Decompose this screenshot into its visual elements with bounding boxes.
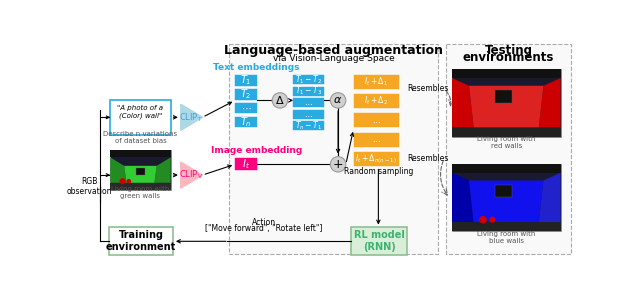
Text: RGB
observation: RGB observation [67, 177, 112, 196]
Circle shape [489, 217, 495, 223]
FancyBboxPatch shape [353, 152, 399, 166]
Polygon shape [469, 86, 543, 127]
Polygon shape [452, 164, 561, 173]
Polygon shape [539, 78, 561, 127]
FancyBboxPatch shape [110, 150, 171, 191]
Text: via Vision-Language Space: via Vision-Language Space [273, 54, 394, 63]
Text: RL model
(RNN): RL model (RNN) [354, 230, 404, 252]
FancyBboxPatch shape [293, 121, 324, 130]
FancyBboxPatch shape [235, 75, 257, 86]
Polygon shape [110, 183, 171, 191]
Text: $\cdots$: $\cdots$ [304, 110, 313, 119]
Text: $\mathrm{CLIP_V}$: $\mathrm{CLIP_V}$ [179, 169, 203, 181]
Circle shape [120, 178, 125, 184]
Text: Text embeddings: Text embeddings [214, 63, 300, 72]
Text: $\cdots$: $\cdots$ [372, 135, 380, 144]
FancyBboxPatch shape [293, 87, 324, 96]
FancyBboxPatch shape [293, 75, 324, 84]
Polygon shape [452, 78, 474, 127]
Text: Training
environment: Training environment [106, 230, 177, 252]
FancyBboxPatch shape [495, 185, 511, 197]
Text: $T_n-T_1$: $T_n-T_1$ [295, 119, 322, 132]
Text: $T_1-T_2$: $T_1-T_2$ [295, 73, 322, 86]
Text: $I_t$: $I_t$ [242, 157, 250, 171]
Polygon shape [154, 157, 171, 183]
Text: $\mathrm{CLIP_T}$: $\mathrm{CLIP_T}$ [179, 111, 203, 124]
Text: Language-based augmentation: Language-based augmentation [224, 44, 443, 57]
Text: $I_t+\Delta_1$: $I_t+\Delta_1$ [364, 76, 388, 88]
Text: Resembles: Resembles [407, 154, 449, 163]
Circle shape [272, 93, 288, 108]
FancyBboxPatch shape [446, 44, 572, 254]
Polygon shape [180, 162, 202, 188]
FancyBboxPatch shape [110, 100, 171, 135]
Polygon shape [539, 173, 561, 222]
Text: environments: environments [463, 51, 554, 64]
Polygon shape [452, 222, 561, 231]
Text: $\cdots$: $\cdots$ [304, 98, 313, 107]
Text: ["Move forward", "Rotate left"]: ["Move forward", "Rotate left"] [205, 224, 323, 233]
FancyBboxPatch shape [235, 89, 257, 100]
Text: $+$: $+$ [332, 158, 344, 171]
Text: $T_1$: $T_1$ [240, 74, 252, 87]
Text: Resembles: Resembles [407, 84, 449, 93]
Polygon shape [452, 127, 561, 136]
Text: Random sampling: Random sampling [344, 168, 413, 177]
Text: $\cdots$: $\cdots$ [372, 116, 380, 125]
Polygon shape [180, 104, 202, 130]
FancyBboxPatch shape [353, 75, 399, 89]
FancyBboxPatch shape [235, 103, 257, 113]
FancyBboxPatch shape [293, 98, 324, 107]
Circle shape [127, 179, 131, 184]
FancyBboxPatch shape [353, 94, 399, 108]
FancyBboxPatch shape [229, 44, 438, 254]
FancyBboxPatch shape [353, 113, 399, 127]
Text: Testing: Testing [484, 44, 532, 57]
Text: $T_1-T_3$: $T_1-T_3$ [295, 85, 323, 97]
Text: Living room with
green walls: Living room with green walls [111, 185, 170, 199]
Text: $\cdots$: $\cdots$ [241, 103, 251, 113]
Polygon shape [452, 173, 474, 222]
Text: Living room with
blue walls: Living room with blue walls [477, 231, 536, 244]
Polygon shape [110, 150, 171, 157]
Text: "A photo of a
(Color) wall": "A photo of a (Color) wall" [118, 105, 163, 119]
Text: $I_t+\Delta_{n(n-1)}$: $I_t+\Delta_{n(n-1)}$ [355, 152, 397, 166]
Circle shape [479, 216, 487, 223]
Text: Image embedding: Image embedding [211, 146, 302, 155]
Text: $\alpha$: $\alpha$ [333, 95, 342, 105]
Circle shape [330, 157, 346, 172]
Circle shape [330, 93, 346, 108]
Text: Action: Action [252, 218, 276, 226]
Polygon shape [124, 166, 157, 183]
FancyBboxPatch shape [109, 227, 173, 255]
FancyBboxPatch shape [495, 90, 511, 103]
FancyBboxPatch shape [351, 227, 407, 255]
Text: Describe n variations
of dataset bias: Describe n variations of dataset bias [104, 131, 177, 144]
FancyBboxPatch shape [353, 133, 399, 147]
FancyBboxPatch shape [452, 69, 561, 136]
FancyBboxPatch shape [136, 168, 145, 175]
Polygon shape [452, 69, 561, 78]
Text: Living room with
red walls: Living room with red walls [477, 136, 536, 149]
FancyBboxPatch shape [293, 110, 324, 119]
Polygon shape [469, 181, 543, 222]
Text: $I_t+\Delta_2$: $I_t+\Delta_2$ [364, 95, 388, 107]
FancyBboxPatch shape [235, 116, 257, 127]
Polygon shape [110, 157, 127, 183]
Text: $T_n$: $T_n$ [240, 115, 252, 129]
Text: $\Delta$: $\Delta$ [275, 94, 285, 106]
FancyBboxPatch shape [452, 164, 561, 231]
FancyBboxPatch shape [235, 158, 257, 171]
Text: $T_2$: $T_2$ [240, 87, 252, 101]
